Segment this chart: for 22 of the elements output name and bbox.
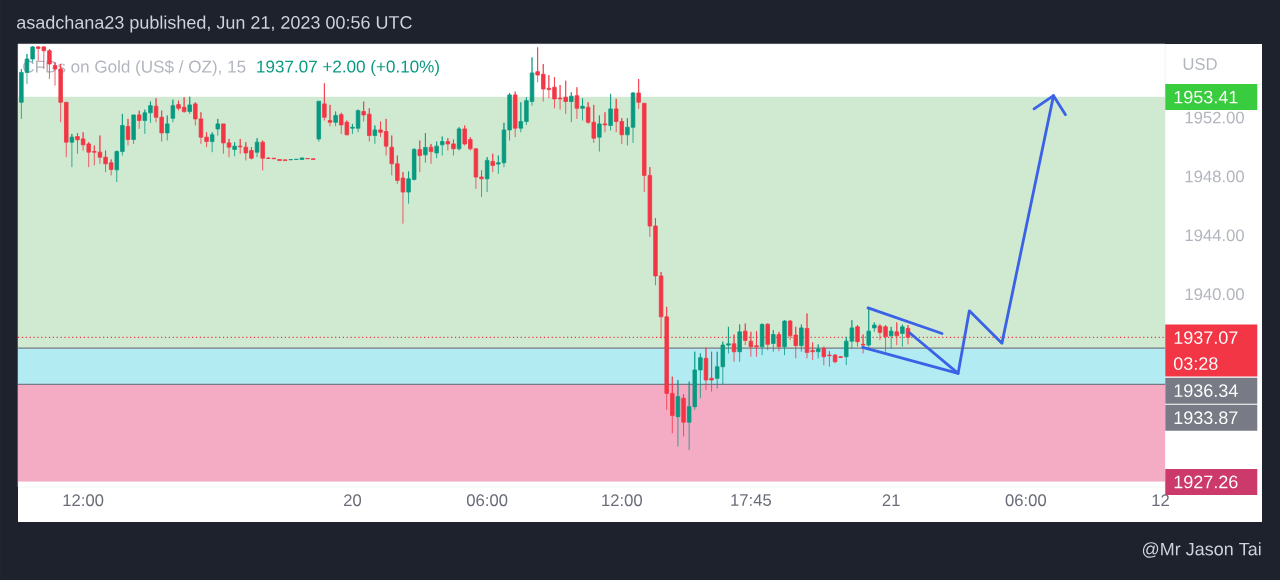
band-label: 1953.41	[1174, 90, 1238, 104]
text: 03:28	[1173, 357, 1218, 370]
x-tick-label: 17:45	[731, 494, 772, 506]
y-tick-label: 1952.00	[1185, 111, 1244, 124]
ref-line-label: 1933.87	[1174, 411, 1238, 425]
x-tick-label: 21	[882, 494, 900, 506]
ref-line-label: 1937.07	[1174, 331, 1238, 344]
x-tick-label: 12:00	[602, 494, 642, 507]
y-tick-label: 1940.00	[1185, 288, 1244, 301]
band-label: 1927.26	[1174, 475, 1238, 489]
x-tick-label: 20	[344, 494, 362, 507]
ref-line-label: 1936.34	[1174, 384, 1238, 397]
y-tick-label: 1948.00	[1185, 170, 1244, 183]
y-tick-label: 1944.00	[1185, 229, 1244, 242]
x-tick-label: 06:00	[466, 494, 508, 507]
x-tick-label: 06:00	[1005, 494, 1047, 507]
text: @Mr Jason Tai	[1142, 542, 1261, 558]
x-tick-label: 12	[1152, 494, 1169, 506]
x-tick-label: 12:00	[63, 494, 104, 507]
annotation: 1937.07 +2.00 (+0.10%)	[257, 60, 439, 76]
y-axis-title: USD	[1183, 58, 1217, 70]
chart-title: asadchana23 published, Jun 21, 2023 00:56 UTC	[17, 15, 412, 33]
